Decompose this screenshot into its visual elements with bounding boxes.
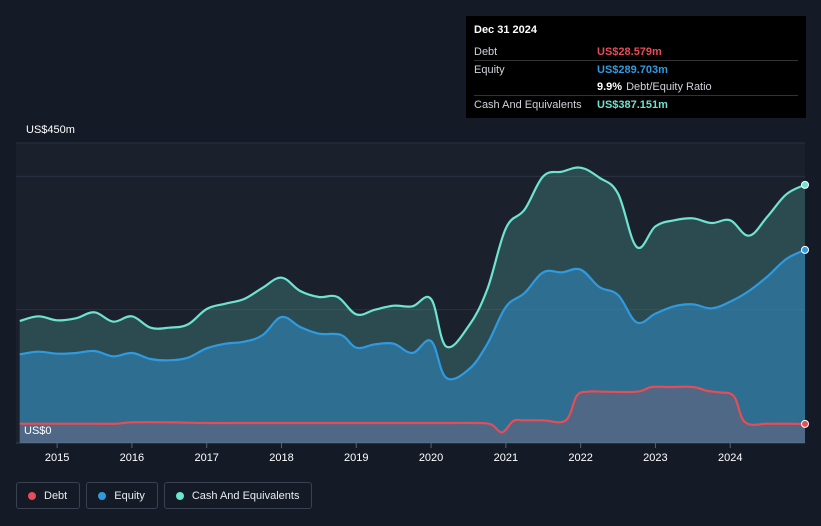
series-areas (19, 167, 806, 443)
area-cash-and-equivalents (19, 167, 806, 443)
end-marker-debt (801, 419, 809, 428)
x-tick-label: 2017 (194, 452, 218, 464)
x-tick-label: 2021 (494, 452, 518, 464)
x-axis-ticks: 2015 2016 2017 2018 2019 2020 2021 2022 2023 2024 (45, 443, 742, 464)
tooltip-cash-row: Cash And Equivalents US$387.151m (474, 95, 798, 113)
x-tick-label: 2020 (419, 452, 443, 464)
legend-item-debt[interactable]: Debt (16, 482, 81, 509)
line-equity (19, 248, 806, 381)
y-axis-max-label: US$450m (26, 124, 75, 136)
tooltip-date: Dec 31 2024 (474, 24, 537, 36)
tooltip-ratio-value: 9.9% (597, 80, 623, 93)
tooltip-equity-label: Equity (474, 63, 505, 76)
legend-dot-debt (28, 491, 36, 500)
x-tick-label: 2023 (643, 452, 667, 464)
y-axis-min-label: US$0 (24, 425, 52, 437)
tooltip-cash-value: US$387.151m (597, 98, 668, 111)
tooltip-equity-value: US$289.703m (597, 63, 668, 76)
end-marker-cash-and-equivalents (801, 180, 809, 189)
tooltip-debt-value: US$28.579m (597, 45, 662, 58)
tooltip-debt-row: Debt US$28.579m (474, 43, 798, 60)
tooltip-equity-row: Equity US$289.703m (474, 60, 798, 78)
grid-lines (16, 142, 805, 444)
legend-label-debt: Debt (44, 489, 68, 502)
end-markers (801, 180, 809, 428)
chart-legend: Debt Equity Cash And Equivalents (16, 482, 313, 509)
x-tick-label: 2022 (568, 452, 592, 464)
x-tick-label: 2016 (120, 452, 144, 464)
line-cash-and-equivalents (19, 166, 806, 349)
line-debt (19, 385, 806, 434)
legend-item-equity[interactable]: Equity (86, 482, 158, 509)
tooltip-panel: Dec 31 2024 Debt US$28.579m Equity US$28… (466, 16, 806, 118)
x-tick-label: 2015 (45, 452, 69, 464)
tooltip-ratio-label: Debt/Equity Ratio (626, 80, 712, 93)
tooltip-debt-label: Debt (474, 45, 498, 58)
area-equity (19, 249, 806, 443)
plot-background (16, 143, 805, 443)
area-debt (19, 386, 806, 443)
x-tick-label: 2024 (718, 452, 742, 464)
legend-dot-cash (175, 491, 184, 500)
x-tick-label: 2019 (344, 452, 368, 464)
legend-item-cash[interactable]: Cash And Equivalents (163, 482, 313, 509)
tooltip-cash-label: Cash And Equivalents (474, 98, 582, 111)
legend-label-equity: Equity (114, 489, 145, 502)
series-lines (19, 166, 806, 434)
legend-dot-equity (98, 491, 107, 500)
end-marker-equity (801, 245, 809, 254)
legend-label-cash: Cash And Equivalents (191, 489, 300, 502)
tooltip-ratio-row: 9.9% Debt/Equity Ratio (474, 78, 798, 95)
x-tick-label: 2018 (269, 452, 293, 464)
